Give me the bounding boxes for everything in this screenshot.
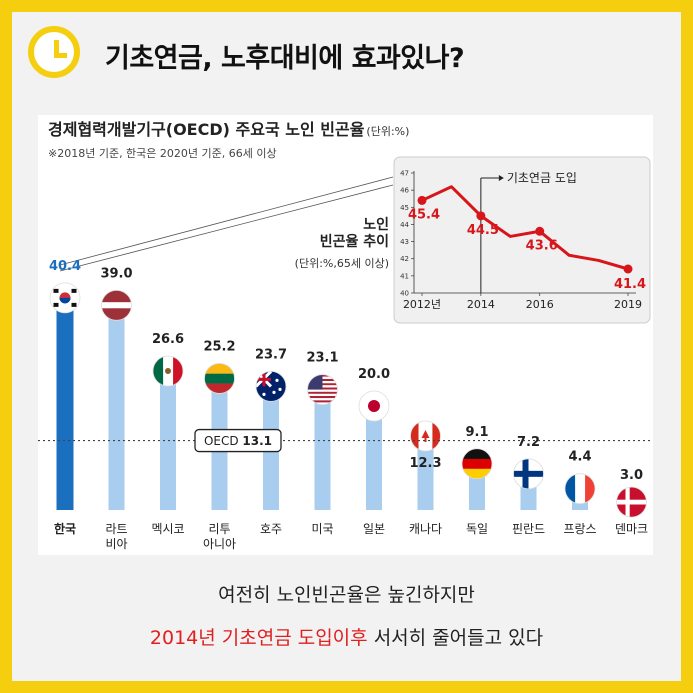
category-label-2: 라트 [105, 522, 127, 536]
caption-rest: 서서히 줄어들고 있다 [367, 627, 544, 649]
inset-x-tick-label: 2014 [467, 298, 495, 311]
inset-point [476, 211, 486, 221]
inset-x-tick-label: 2019 [614, 298, 642, 311]
caption-highlight: 2014년 기초연금 도입이후 [149, 627, 368, 649]
bar-1 [56, 295, 74, 510]
inset-y-tick-label: 43 [400, 238, 409, 246]
oecd-poverty-chart: 경제협력개발기구(OECD) 주요국 노인 빈곤율 (단위:%) ※2018년 … [38, 120, 653, 551]
inset-y-tick-label: 46 [400, 187, 409, 195]
category-label-6: 미국 [311, 522, 333, 536]
canada-flag-icon [410, 420, 441, 452]
bars-group: 40.4 39.0 26.6 25.2 23.7 23.1 20.0 12.3 9.1 7.2 4.… [49, 259, 648, 551]
finland-flag-icon [513, 458, 544, 490]
value-label-2: 39.0 [100, 266, 132, 281]
category-label-12: 덴마크 [615, 522, 648, 536]
japan-flag-icon [358, 390, 390, 422]
mexico-flag-icon [152, 355, 184, 387]
category-label-3: 멕시코 [151, 522, 184, 536]
inset-title: 노인 [363, 216, 389, 233]
leader-line-upper [59, 176, 394, 266]
inset-x-tick-label: 2012년 [403, 298, 441, 311]
inset-title: 빈곤율 추이 [320, 233, 389, 250]
chart-unit: (단위:%) [366, 125, 409, 138]
usa-flag-icon [307, 374, 338, 405]
bar-2 [108, 303, 125, 510]
inset-leader-lines [59, 176, 394, 272]
category-label-11: 프랑스 [563, 522, 596, 536]
inset-panel [393, 156, 651, 324]
inset-series-line [421, 185, 629, 271]
denmark-flag-icon [616, 486, 647, 518]
inset-point-label: 43.6 [526, 238, 558, 253]
inset-point-label: 44.5 [467, 223, 499, 238]
lithuania-flag-icon [204, 363, 235, 394]
value-label-10: 7.2 [517, 435, 540, 450]
value-label-11: 4.4 [568, 450, 591, 465]
chart-title: 경제협력개발기구(OECD) 주요국 노인 빈곤율 [48, 120, 365, 139]
leader-line-lower [59, 184, 394, 272]
category-label-9: 독일 [466, 522, 488, 536]
inset-y-tick-label: 41 [400, 272, 409, 280]
inset-line-chart: 40 41 42 43 44 45 46 47 2012년 2014 2016 2019 기초연금 도입… [295, 156, 651, 324]
bar-7 [366, 404, 382, 510]
france-flag-icon [564, 473, 596, 505]
oecd-reference-line: OECD 13.1 [38, 428, 653, 453]
value-label-12: 3.0 [620, 468, 643, 483]
clock-icon [28, 26, 80, 78]
category-label-8: 캐나다 [409, 522, 442, 536]
korea-flag-icon [49, 282, 81, 314]
value-label-3: 26.6 [152, 332, 184, 347]
chart-area: 경제협력개발기구(OECD) 주요국 노인 빈곤율 (단위:%) ※2018년 … [38, 115, 653, 555]
value-label-4: 25.2 [203, 339, 235, 354]
category-label-4: 리투 [208, 522, 230, 536]
inset-unit: (단위:%,65세 이상) [295, 257, 389, 270]
bar-8 [417, 444, 434, 510]
inset-y-tick-label: 44 [400, 221, 409, 229]
oecd-label-box [194, 428, 282, 453]
category-label-4: 아니아 [203, 537, 236, 551]
inset-point-label: 41.4 [614, 277, 646, 292]
bar-6 [314, 387, 331, 510]
value-label-1: 40.4 [49, 259, 81, 274]
inset-point [535, 226, 545, 236]
bar-3 [160, 369, 176, 510]
value-label-8: 12.3 [409, 456, 441, 471]
chart-subtitle: ※2018년 기준, 한국은 2020년 기준, 66세 이상 [48, 147, 277, 160]
inset-y-tick-label: 45 [400, 204, 409, 212]
inset-point [417, 195, 427, 205]
caption-line-2: 2014년 기초연금 도입이후 서서히 줄어들고 있다 [0, 623, 693, 650]
value-label-7: 20.0 [358, 367, 390, 382]
inset-x-tick-label: 2016 [526, 298, 554, 311]
value-label-9: 9.1 [465, 425, 488, 440]
value-label-5: 23.7 [255, 347, 287, 362]
category-label-2: 비아 [105, 537, 127, 551]
oecd-label: OECD 13.1 [204, 434, 272, 448]
germany-flag-icon [461, 448, 493, 480]
annotation-label: 기초연금 도입 [507, 171, 577, 185]
inset-point-label: 45.4 [408, 207, 440, 222]
category-label-1: 한국 [54, 521, 76, 536]
inset-y-tick-label: 42 [400, 255, 409, 263]
caption-line-1: 여전히 노인빈곤율은 높긴하지만 [218, 584, 475, 606]
inset-y-tick-label: 40 [400, 290, 409, 298]
inset-point [623, 264, 633, 274]
category-label-5: 호주 [260, 522, 282, 536]
latvia-flag-icon [101, 289, 132, 321]
category-label-10: 핀란드 [512, 522, 545, 536]
australia-flag-icon [255, 370, 287, 402]
annotation-arrowhead [498, 175, 504, 181]
value-label-6: 23.1 [306, 351, 338, 366]
inset-y-tick-label: 47 [400, 170, 409, 178]
headline: 기초연금, 노후대비에 효과있나? [105, 43, 465, 74]
category-label-7: 일본 [363, 522, 385, 536]
